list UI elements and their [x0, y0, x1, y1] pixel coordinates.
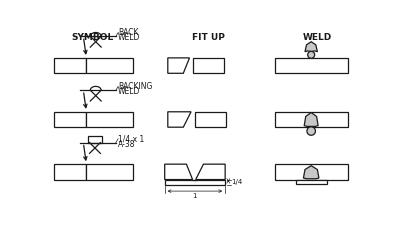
Text: 1/4: 1/4 [231, 179, 242, 185]
Bar [54, 112, 86, 127]
Text: SYMBOL: SYMBOL [72, 33, 114, 42]
Bar [88, 136, 102, 143]
Circle shape [307, 127, 316, 135]
Bar [86, 164, 133, 180]
Bar [54, 164, 86, 180]
Polygon shape [305, 42, 317, 52]
Bar [193, 58, 224, 73]
Bar [275, 112, 348, 127]
Text: BACK: BACK [118, 28, 139, 37]
Bar [296, 180, 327, 184]
Text: 1/4 x 1: 1/4 x 1 [118, 134, 144, 143]
Text: FIT UP: FIT UP [192, 33, 225, 42]
Polygon shape [304, 166, 319, 179]
Text: WELD: WELD [118, 87, 140, 96]
Circle shape [308, 51, 315, 58]
Polygon shape [168, 58, 190, 73]
Polygon shape [165, 164, 193, 180]
Polygon shape [304, 112, 318, 126]
Bar [275, 58, 348, 73]
Bar [86, 112, 133, 127]
Bar [86, 58, 133, 73]
Polygon shape [196, 164, 225, 180]
Text: A-38: A-38 [118, 140, 136, 149]
Bar [54, 58, 86, 73]
Bar [195, 112, 226, 127]
Text: BACKING: BACKING [118, 82, 152, 91]
Text: WELD: WELD [118, 33, 140, 42]
Bar [275, 164, 348, 180]
Text: WELD: WELD [303, 33, 332, 42]
Text: 1: 1 [193, 193, 197, 199]
Bar [165, 180, 225, 185]
Polygon shape [168, 112, 191, 127]
